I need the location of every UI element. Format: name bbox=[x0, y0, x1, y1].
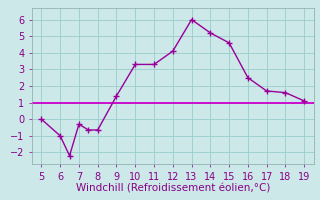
X-axis label: Windchill (Refroidissement éolien,°C): Windchill (Refroidissement éolien,°C) bbox=[76, 183, 270, 193]
